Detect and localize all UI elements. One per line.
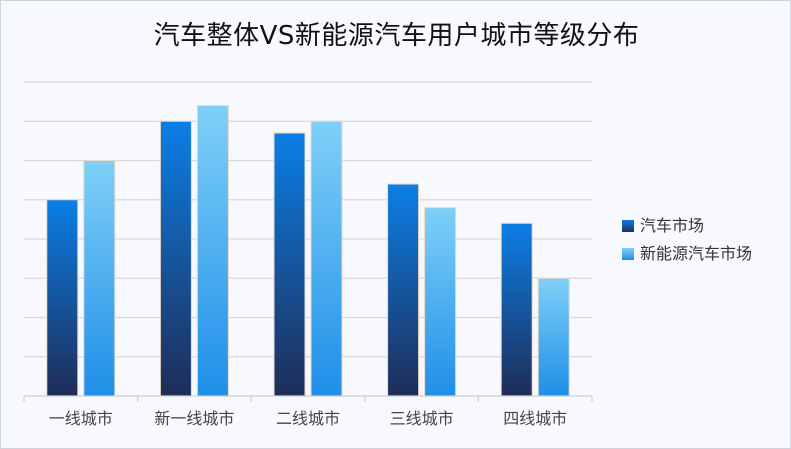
legend-swatch-auto <box>622 220 634 232</box>
bar-auto-3 <box>387 183 420 397</box>
legend-label-auto: 汽车市场 <box>640 216 704 235</box>
bar-nev-1 <box>196 105 229 397</box>
bar-nev-4 <box>537 277 570 397</box>
bar-nev-2 <box>310 120 343 397</box>
bars <box>46 105 570 397</box>
bar-auto-1 <box>159 120 192 397</box>
legend-swatch-nev <box>622 248 634 260</box>
chart-title: 汽车整体VS新能源汽车用户城市等级分布 <box>153 21 640 51</box>
gridlines <box>24 81 592 358</box>
bar-nev-3 <box>424 207 457 397</box>
x-tick-label: 二线城市 <box>276 409 340 428</box>
bar-auto-4 <box>500 222 533 397</box>
bar-auto-0 <box>46 199 79 397</box>
legend-label-nev: 新能源汽车市场 <box>640 244 752 263</box>
x-tick-label: 三线城市 <box>390 409 454 428</box>
x-tick-label: 新一线城市 <box>154 409 234 428</box>
x-axis: 一线城市 新一线城市 二线城市 三线城市 四线城市 <box>23 395 593 428</box>
x-tick-label: 一线城市 <box>49 409 113 428</box>
x-tick-label: 四线城市 <box>503 409 567 428</box>
bar-nev-0 <box>83 160 116 397</box>
bar-auto-2 <box>273 132 306 397</box>
